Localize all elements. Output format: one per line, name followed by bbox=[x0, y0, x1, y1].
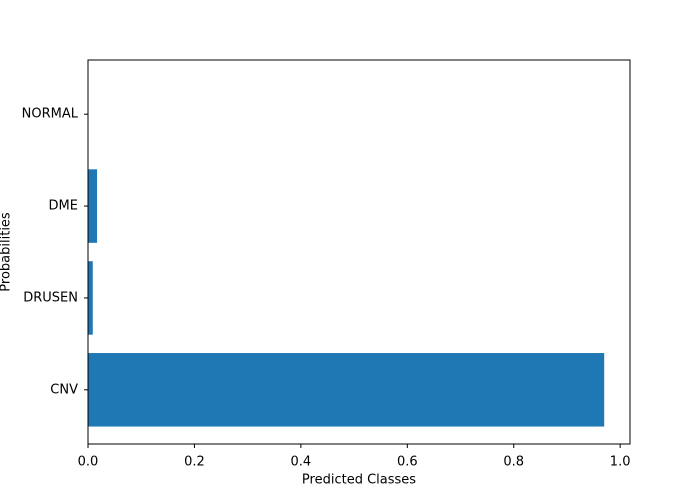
bar bbox=[88, 169, 98, 243]
x-tick-label: 1.0 bbox=[610, 455, 631, 470]
bar bbox=[88, 353, 605, 427]
x-tick-label: 0.8 bbox=[503, 455, 524, 470]
x-tick-label: 0.4 bbox=[291, 455, 312, 470]
bar bbox=[88, 261, 93, 335]
y-tick-label: NORMAL bbox=[22, 107, 79, 122]
x-tick-label: 0.0 bbox=[78, 455, 99, 470]
y-tick-label: DRUSEN bbox=[23, 290, 78, 305]
x-tick-label: 0.2 bbox=[184, 455, 205, 470]
x-tick-label: 0.6 bbox=[397, 455, 418, 470]
y-axis-label: Probabilities bbox=[0, 212, 14, 292]
x-axis-label: Predicted Classes bbox=[302, 473, 416, 488]
plot-frame bbox=[87, 59, 631, 445]
y-tick-label: CNV bbox=[50, 382, 78, 397]
y-tick-label: DME bbox=[49, 199, 78, 214]
